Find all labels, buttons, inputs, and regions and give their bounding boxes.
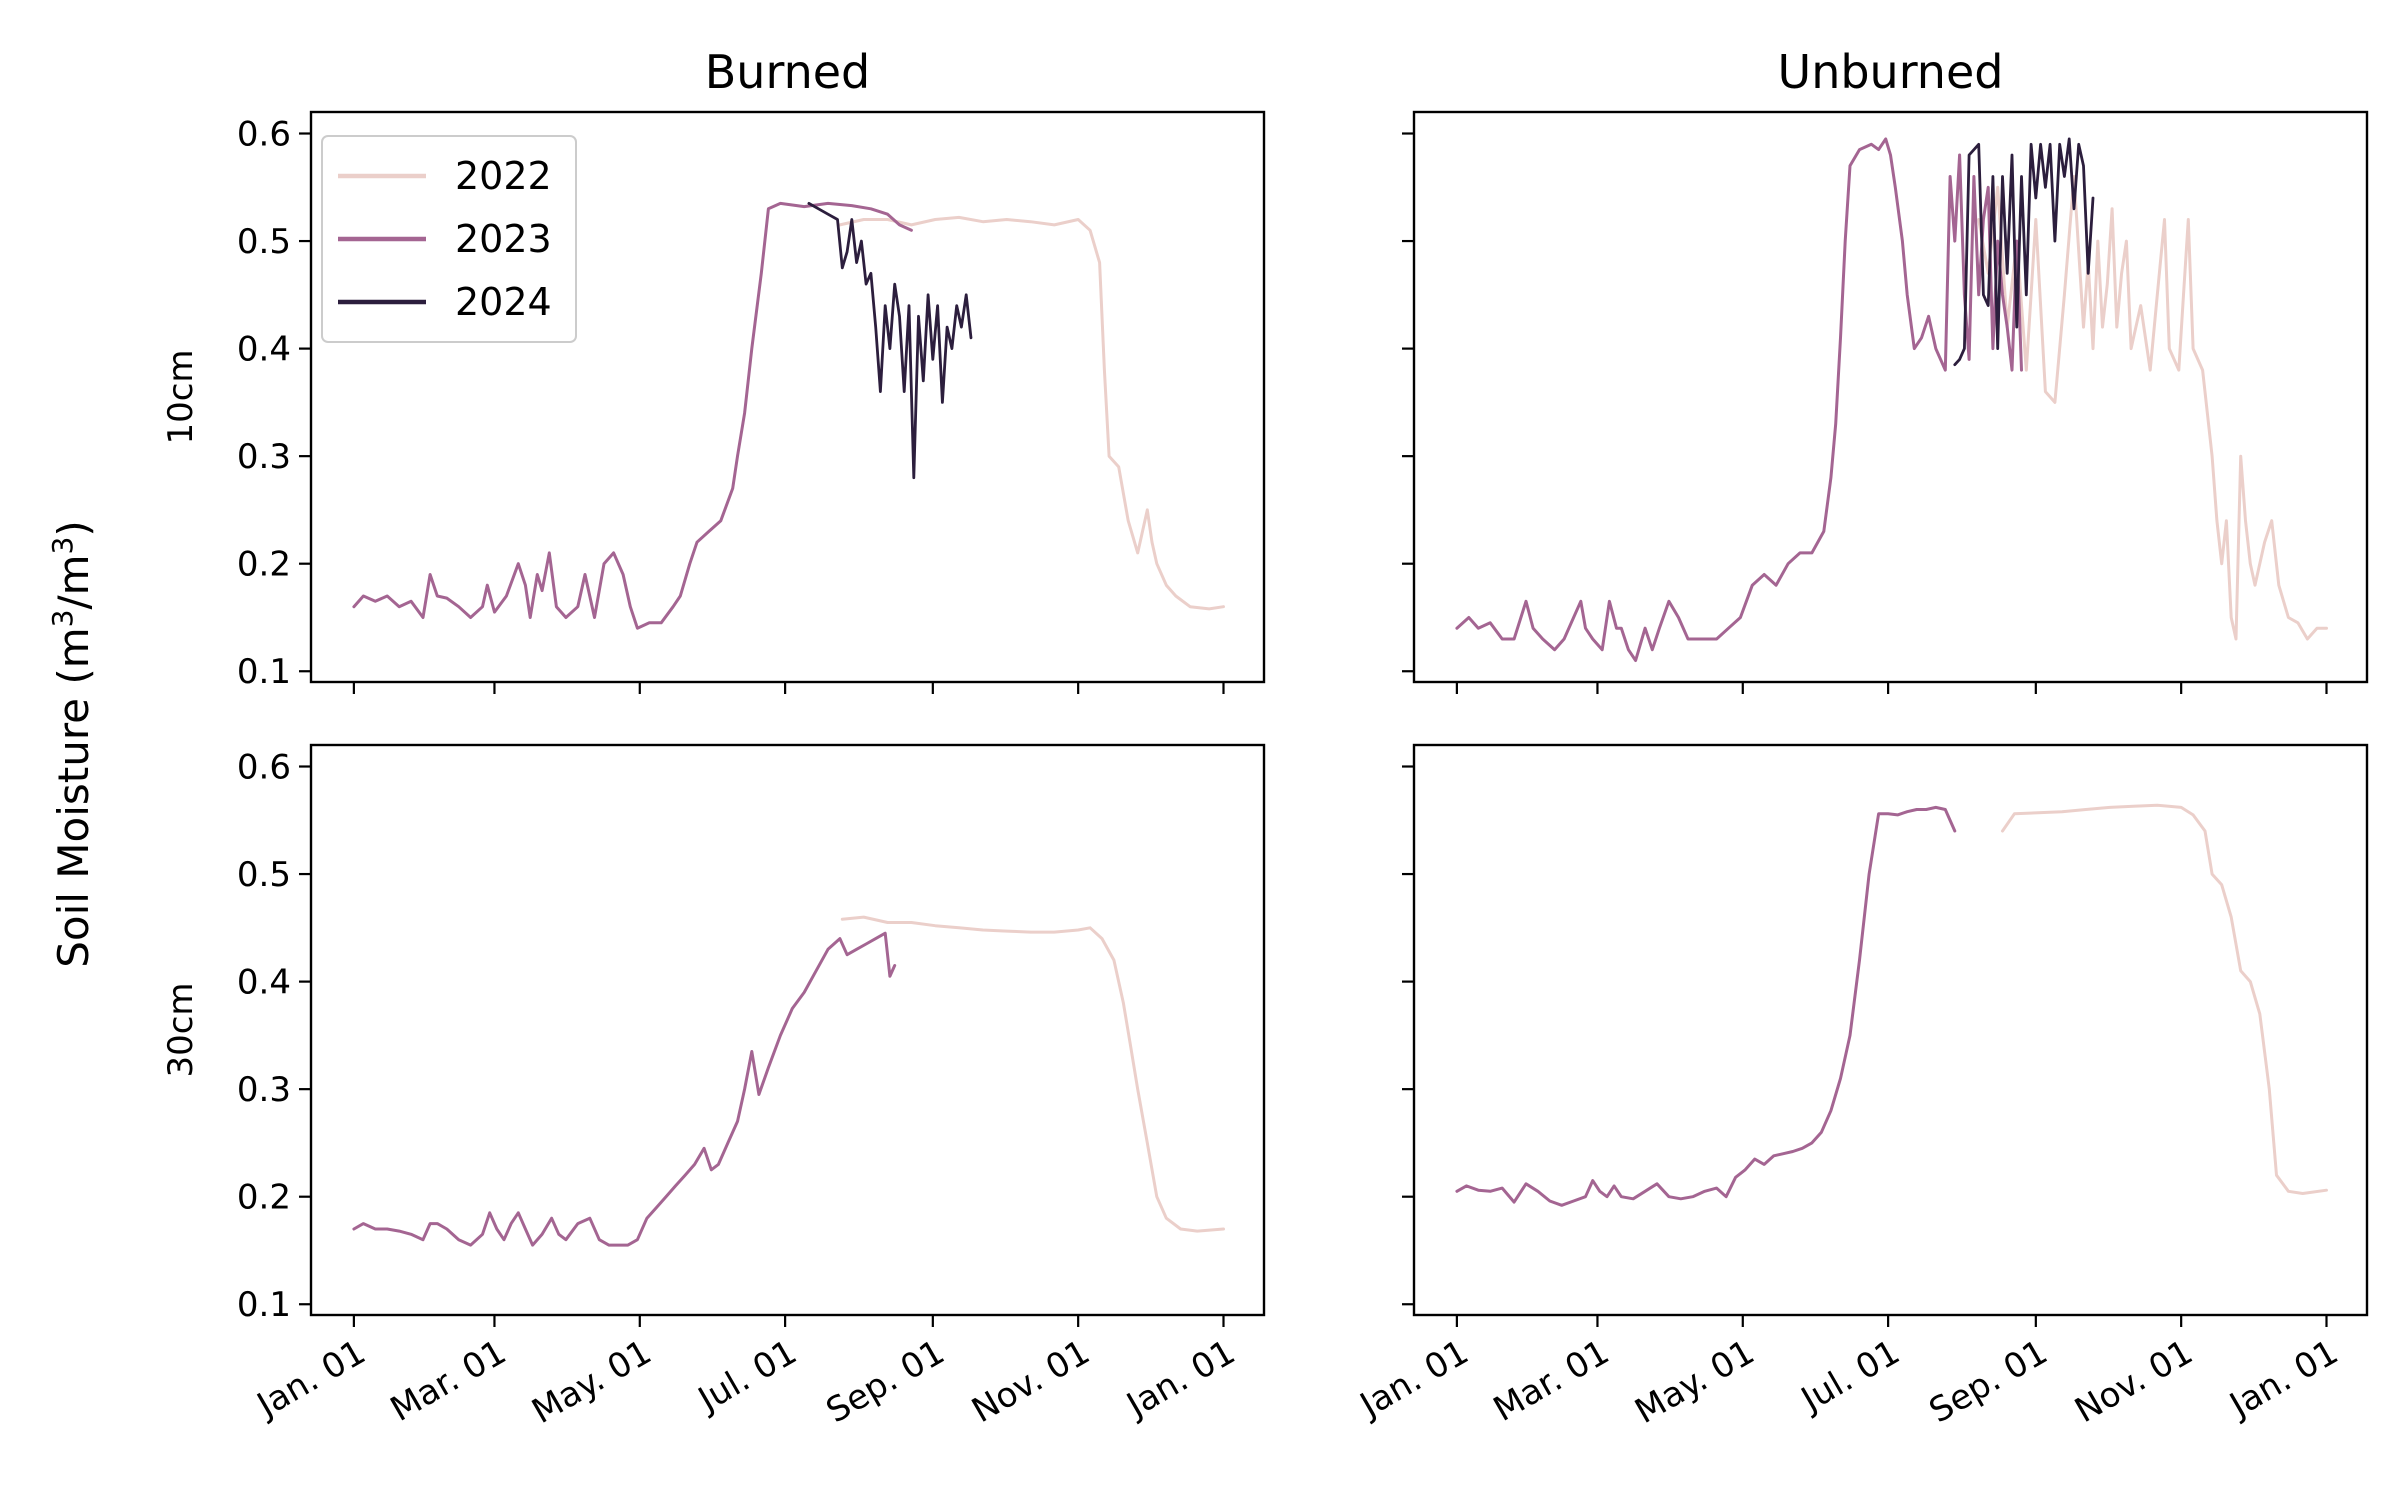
y-tick-label: 0.1 xyxy=(237,1285,291,1325)
x-tick-label: Jan. 01 xyxy=(1352,1332,1475,1426)
series-line-unburned-10cm-2022 xyxy=(1977,175,2328,641)
legend-label-2022: 2022 xyxy=(455,154,552,198)
row-label-10cm: 10cm xyxy=(161,349,201,444)
series-line-unburned-10cm-2023 xyxy=(1455,137,2023,662)
panel-burned-10cm: 0.1 0.2 0.3 0.4 0.5 0.6 Burned 10cm xyxy=(161,45,1266,694)
panel-title-burned: Burned xyxy=(705,45,870,99)
series-line-burned-10cm-2024 xyxy=(807,202,973,480)
series-line-burned-10cm-2022 xyxy=(838,215,1225,611)
panel-unburned-30cm: Jan. 01 Mar. 01 May. 01 Jul. 01 Sep. 01 Nov. … xyxy=(1352,743,2369,1432)
y-tick-label: 0.6 xyxy=(237,115,291,155)
row-label-30cm: 30cm xyxy=(161,982,201,1077)
y-tick-label: 0.6 xyxy=(237,748,291,788)
plot-frame-unburned-10cm xyxy=(1412,110,2369,684)
legend-label-2024: 2024 xyxy=(455,280,552,324)
y-axis-label-part: Soil Moisture (m xyxy=(49,627,98,967)
series-line-burned-30cm-2023 xyxy=(352,931,897,1247)
x-tick-label: Jan. 01 xyxy=(249,1332,372,1426)
y-tick-label: 0.3 xyxy=(237,1070,291,1110)
x-tick-label: Sep. 01 xyxy=(1923,1332,2055,1431)
x-tick-label: Jul. 01 xyxy=(1793,1332,1906,1421)
series-line-burned-30cm-2022 xyxy=(840,915,1225,1233)
panel-title-unburned: Unburned xyxy=(1778,45,2004,99)
legend-box xyxy=(321,135,577,343)
x-tick-label: Nov. 01 xyxy=(2068,1332,2199,1431)
y-axis-label-part: ) xyxy=(49,520,98,536)
y-tick-label: 0.5 xyxy=(237,222,291,262)
plot-frame-unburned-30cm xyxy=(1412,743,2369,1317)
y-tick-label: 0.2 xyxy=(237,1178,291,1218)
x-tick-label: May. 01 xyxy=(1628,1332,1761,1432)
x-tick-label: May. 01 xyxy=(525,1332,658,1432)
x-tick-label: Sep. 01 xyxy=(820,1332,952,1431)
series-line-unburned-30cm-2023 xyxy=(1455,805,1957,1207)
x-tick-label: Mar. 01 xyxy=(1487,1332,1616,1430)
y-axis-label-superscript: 3 xyxy=(46,537,79,555)
y-tick-label: 0.5 xyxy=(237,855,291,895)
y-tick-label: 0.4 xyxy=(237,330,291,370)
y-tick-label: 0.3 xyxy=(237,437,291,477)
plot-frame-burned-30cm xyxy=(309,743,1266,1317)
x-tick-label: Jan. 01 xyxy=(1119,1332,1242,1426)
series-line-unburned-30cm-2022 xyxy=(2001,803,2328,1195)
legend-label-2023: 2023 xyxy=(455,217,552,261)
series-line-unburned-10cm-2024 xyxy=(1953,137,2095,367)
y-axis-label-part: /m xyxy=(49,554,98,609)
x-tick-label: Jan. 01 xyxy=(2222,1332,2345,1426)
series-line-burned-10cm-2023 xyxy=(352,201,913,630)
y-axis-label: Soil Moisture (m3/m3) xyxy=(46,520,98,968)
y-tick-label: 0.2 xyxy=(237,545,291,585)
x-tick-label: Nov. 01 xyxy=(965,1332,1096,1431)
panel-unburned-10cm: Unburned xyxy=(1402,45,2369,694)
legend: 2022 2023 2024 xyxy=(321,135,577,343)
y-axis-label-superscript: 3 xyxy=(46,610,79,628)
y-tick-label: 0.1 xyxy=(237,652,291,692)
y-tick-label: 0.4 xyxy=(237,963,291,1003)
x-tick-label: Mar. 01 xyxy=(384,1332,513,1430)
x-tick-label: Jul. 01 xyxy=(690,1332,803,1421)
plot-frame-burned-10cm xyxy=(309,110,1266,684)
